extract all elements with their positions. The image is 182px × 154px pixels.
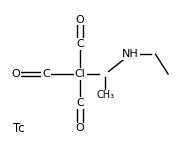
Text: Tc: Tc [13,122,25,135]
Text: C: C [76,39,84,49]
Text: O: O [11,69,20,79]
Text: O: O [76,14,85,24]
Text: NH: NH [122,49,139,59]
Text: CH₃: CH₃ [96,90,114,100]
Text: C: C [42,69,50,79]
Text: O: O [76,123,85,133]
Text: C: C [76,98,84,108]
Text: Cl: Cl [75,69,86,79]
